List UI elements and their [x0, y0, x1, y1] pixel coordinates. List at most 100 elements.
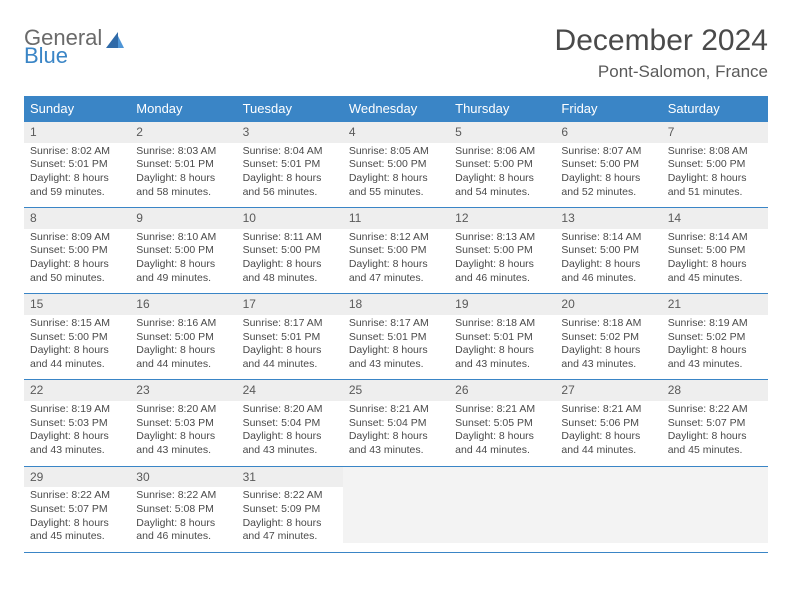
sunset-text: Sunset: 5:03 PM	[136, 417, 230, 431]
daylight-text: Daylight: 8 hours and 50 minutes.	[30, 258, 124, 285]
sunrise-text: Sunrise: 8:19 AM	[30, 403, 124, 417]
day-details: Sunrise: 8:20 AMSunset: 5:04 PMDaylight:…	[237, 401, 343, 466]
day-cell: 11Sunrise: 8:12 AMSunset: 5:00 PMDayligh…	[343, 208, 449, 293]
sunset-text: Sunset: 5:01 PM	[136, 158, 230, 172]
day-number: 11	[343, 208, 449, 229]
daylight-text: Daylight: 8 hours and 54 minutes.	[455, 172, 549, 199]
sunrise-text: Sunrise: 8:18 AM	[561, 317, 655, 331]
day-cell: 14Sunrise: 8:14 AMSunset: 5:00 PMDayligh…	[662, 208, 768, 293]
sunset-text: Sunset: 5:00 PM	[455, 158, 549, 172]
day-details: Sunrise: 8:02 AMSunset: 5:01 PMDaylight:…	[24, 143, 130, 208]
empty-cell	[449, 467, 555, 552]
day-number: 26	[449, 380, 555, 401]
day-number: 17	[237, 294, 343, 315]
sunset-text: Sunset: 5:07 PM	[668, 417, 762, 431]
day-cell: 2 Sunrise: 8:03 AMSunset: 5:01 PMDaylight…	[130, 122, 236, 207]
day-cell: 13Sunrise: 8:14 AMSunset: 5:00 PMDayligh…	[555, 208, 661, 293]
daylight-text: Daylight: 8 hours and 43 minutes.	[243, 430, 337, 457]
sunset-text: Sunset: 5:06 PM	[561, 417, 655, 431]
day-details	[662, 487, 768, 543]
day-details: Sunrise: 8:11 AMSunset: 5:00 PMDaylight:…	[237, 229, 343, 294]
day-cell: 21Sunrise: 8:19 AMSunset: 5:02 PMDayligh…	[662, 294, 768, 379]
day-number: 19	[449, 294, 555, 315]
day-number: 27	[555, 380, 661, 401]
calendar-page: General Blue December 2024 Pont-Salomon,…	[0, 0, 792, 553]
sunset-text: Sunset: 5:00 PM	[349, 244, 443, 258]
page-header: General Blue December 2024 Pont-Salomon,…	[24, 24, 768, 82]
day-number: 1	[24, 122, 130, 143]
daylight-text: Daylight: 8 hours and 45 minutes.	[668, 258, 762, 285]
day-number: 25	[343, 380, 449, 401]
weekday-label: Thursday	[449, 96, 555, 121]
sunset-text: Sunset: 5:01 PM	[243, 158, 337, 172]
sunset-text: Sunset: 5:00 PM	[455, 244, 549, 258]
logo-part2-text: Blue	[24, 43, 68, 68]
day-details: Sunrise: 8:13 AMSunset: 5:00 PMDaylight:…	[449, 229, 555, 294]
day-cell: 31Sunrise: 8:22 AMSunset: 5:09 PMDayligh…	[237, 467, 343, 552]
day-details: Sunrise: 8:15 AMSunset: 5:00 PMDaylight:…	[24, 315, 130, 380]
location-subtitle: Pont-Salomon, France	[555, 62, 768, 82]
page-title: December 2024	[555, 24, 768, 58]
day-details: Sunrise: 8:17 AMSunset: 5:01 PMDaylight:…	[343, 315, 449, 380]
sunrise-text: Sunrise: 8:14 AM	[561, 231, 655, 245]
sunset-text: Sunset: 5:02 PM	[668, 331, 762, 345]
sunset-text: Sunset: 5:00 PM	[30, 331, 124, 345]
day-number: 15	[24, 294, 130, 315]
day-details: Sunrise: 8:22 AMSunset: 5:07 PMDaylight:…	[24, 487, 130, 552]
day-number: 10	[237, 208, 343, 229]
day-details: Sunrise: 8:18 AMSunset: 5:01 PMDaylight:…	[449, 315, 555, 380]
sunset-text: Sunset: 5:01 PM	[349, 331, 443, 345]
day-number: 24	[237, 380, 343, 401]
sunset-text: Sunset: 5:04 PM	[349, 417, 443, 431]
sunset-text: Sunset: 5:05 PM	[455, 417, 549, 431]
day-cell: 10Sunrise: 8:11 AMSunset: 5:00 PMDayligh…	[237, 208, 343, 293]
day-details: Sunrise: 8:14 AMSunset: 5:00 PMDaylight:…	[662, 229, 768, 294]
daylight-text: Daylight: 8 hours and 44 minutes.	[136, 344, 230, 371]
day-number: 7	[662, 122, 768, 143]
sunrise-text: Sunrise: 8:22 AM	[668, 403, 762, 417]
calendar-week-row: 1Sunrise: 8:02 AMSunset: 5:01 PMDaylight…	[24, 121, 768, 207]
daylight-text: Daylight: 8 hours and 47 minutes.	[243, 517, 337, 544]
day-cell: 24Sunrise: 8:20 AMSunset: 5:04 PMDayligh…	[237, 380, 343, 465]
weekday-label: Wednesday	[343, 96, 449, 121]
day-details: Sunrise: 8:07 AMSunset: 5:00 PMDaylight:…	[555, 143, 661, 208]
day-number: 6	[555, 122, 661, 143]
day-cell: 19Sunrise: 8:18 AMSunset: 5:01 PMDayligh…	[449, 294, 555, 379]
daylight-text: Daylight: 8 hours and 58 minutes.	[136, 172, 230, 199]
sunrise-text: Sunrise: 8:06 AM	[455, 145, 549, 159]
sunrise-text: Sunrise: 8:17 AM	[243, 317, 337, 331]
sunset-text: Sunset: 5:01 PM	[455, 331, 549, 345]
daylight-text: Daylight: 8 hours and 46 minutes.	[561, 258, 655, 285]
sunrise-text: Sunrise: 8:17 AM	[349, 317, 443, 331]
day-cell: 30Sunrise: 8:22 AMSunset: 5:08 PMDayligh…	[130, 467, 236, 552]
sunrise-text: Sunrise: 8:21 AM	[349, 403, 443, 417]
day-details: Sunrise: 8:19 AMSunset: 5:02 PMDaylight:…	[662, 315, 768, 380]
daylight-text: Daylight: 8 hours and 43 minutes.	[349, 430, 443, 457]
day-number: 2	[130, 122, 236, 143]
day-details	[555, 487, 661, 543]
day-cell: 25Sunrise: 8:21 AMSunset: 5:04 PMDayligh…	[343, 380, 449, 465]
day-details: Sunrise: 8:16 AMSunset: 5:00 PMDaylight:…	[130, 315, 236, 380]
day-cell: 17Sunrise: 8:17 AMSunset: 5:01 PMDayligh…	[237, 294, 343, 379]
sunset-text: Sunset: 5:07 PM	[30, 503, 124, 517]
day-number: 13	[555, 208, 661, 229]
sunrise-text: Sunrise: 8:03 AM	[136, 145, 230, 159]
day-details: Sunrise: 8:21 AMSunset: 5:04 PMDaylight:…	[343, 401, 449, 466]
logo: General Blue	[24, 28, 126, 66]
day-number	[449, 467, 555, 488]
day-number: 14	[662, 208, 768, 229]
day-cell: 22Sunrise: 8:19 AMSunset: 5:03 PMDayligh…	[24, 380, 130, 465]
day-cell: 26Sunrise: 8:21 AMSunset: 5:05 PMDayligh…	[449, 380, 555, 465]
day-details: Sunrise: 8:21 AMSunset: 5:06 PMDaylight:…	[555, 401, 661, 466]
daylight-text: Daylight: 8 hours and 59 minutes.	[30, 172, 124, 199]
sunrise-text: Sunrise: 8:02 AM	[30, 145, 124, 159]
day-details: Sunrise: 8:21 AMSunset: 5:05 PMDaylight:…	[449, 401, 555, 466]
daylight-text: Daylight: 8 hours and 43 minutes.	[30, 430, 124, 457]
daylight-text: Daylight: 8 hours and 43 minutes.	[455, 344, 549, 371]
day-number	[662, 467, 768, 488]
day-cell: 8Sunrise: 8:09 AMSunset: 5:00 PMDaylight…	[24, 208, 130, 293]
sunrise-text: Sunrise: 8:18 AM	[455, 317, 549, 331]
day-number: 18	[343, 294, 449, 315]
sunrise-text: Sunrise: 8:04 AM	[243, 145, 337, 159]
daylight-text: Daylight: 8 hours and 44 minutes.	[30, 344, 124, 371]
